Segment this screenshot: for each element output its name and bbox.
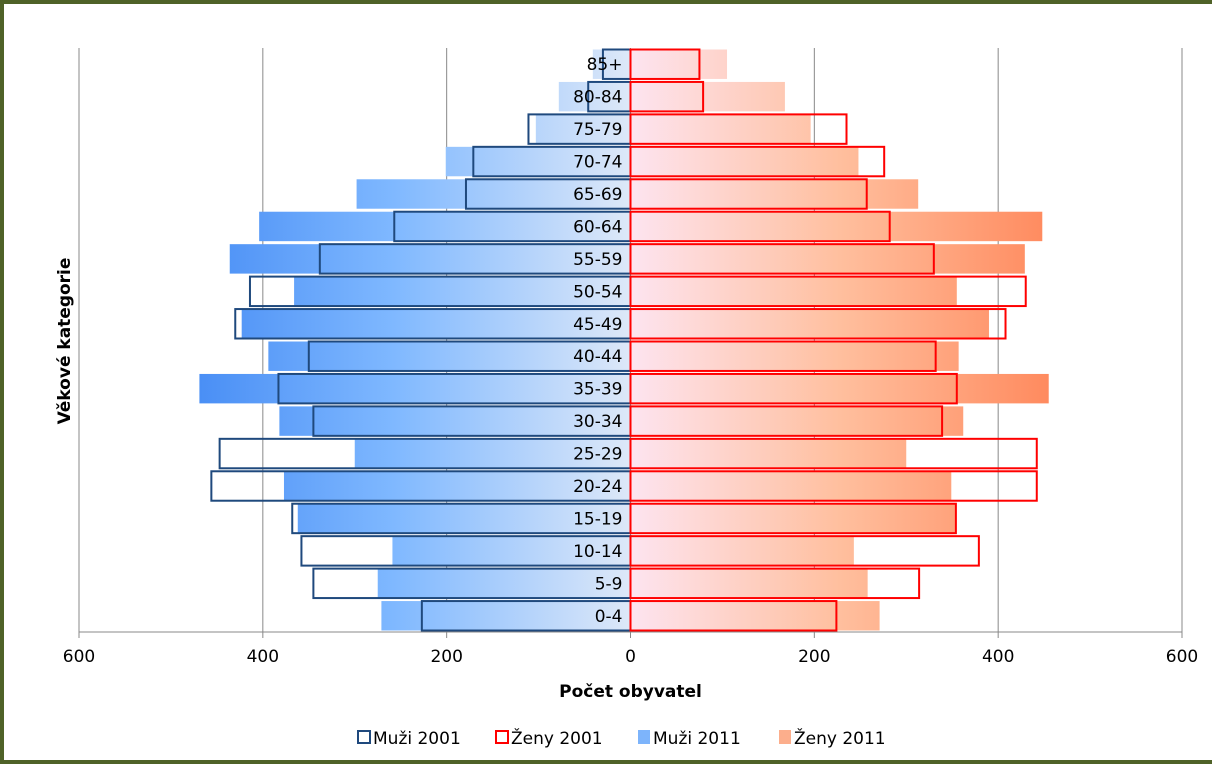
- bar-zeny-2011: [630, 601, 880, 631]
- bar-muzi-2011: [354, 438, 631, 469]
- bar-zeny-2011: [630, 341, 959, 371]
- x-axis-title: Počet obyvatel: [559, 682, 702, 702]
- category-label: 25-29: [573, 445, 622, 465]
- bar-zeny-2001: [629, 48, 701, 80]
- legend-label: Ženy 2011: [794, 727, 886, 749]
- bar-zeny-2001: [629, 178, 868, 210]
- bar-zeny-2001: [629, 113, 848, 145]
- bar-muzi-2011: [279, 406, 631, 436]
- legend-label: Muži 2001: [373, 729, 461, 749]
- legend-swatch: [495, 730, 509, 744]
- bar-zeny-2001: [629, 80, 705, 113]
- bar-muzi-2011: [199, 373, 631, 404]
- legend: Muži 2001 Ženy 2001 Muži 2011 Ženy 2011: [357, 727, 886, 749]
- category-label: 65-69: [573, 185, 622, 205]
- bar-zeny-2011: [630, 114, 811, 144]
- category-label: 10-14: [573, 542, 622, 562]
- bar-zeny-2001: [629, 308, 1007, 340]
- bar-muzi-2011: [558, 81, 631, 112]
- category-label: 70-74: [573, 153, 622, 173]
- legend-swatch: [779, 730, 791, 744]
- bar-muzi-2011: [377, 568, 631, 599]
- bar-zeny-2011: [630, 244, 1025, 274]
- x-tick-label: 0: [625, 647, 636, 667]
- bar-zeny-2011: [630, 373, 1049, 404]
- category-label: 85+: [587, 55, 623, 75]
- category-label: 50-54: [573, 282, 622, 302]
- bar-zeny-2011: [630, 536, 854, 566]
- category-label: 45-49: [573, 315, 622, 335]
- bar-zeny-2001: [629, 243, 935, 275]
- x-tick-label: 400: [247, 647, 279, 667]
- bar-zeny-2011: [630, 211, 1043, 242]
- category-label: 60-64: [573, 217, 622, 237]
- bar-muzi-2011: [229, 244, 631, 274]
- bar-zeny-2011: [630, 406, 964, 436]
- legend-swatch: [357, 730, 371, 744]
- bar-zeny-2001: [629, 470, 1038, 502]
- gridlines: [78, 48, 1183, 632]
- bar-muzi-2011: [356, 179, 631, 209]
- legend-label: Muži 2011: [653, 729, 741, 749]
- bar-muzi-2011: [445, 146, 631, 177]
- bar-zeny-2001: [629, 210, 891, 243]
- category-labels: 0-4 5-9 10-14 15-19 20-24 25-29 30-34 35-39 40-4…: [573, 55, 622, 627]
- bar-muzi-2011: [294, 276, 631, 307]
- bar-zeny-2001: [629, 145, 886, 178]
- bar-zeny-2001: [629, 340, 937, 372]
- bar-zeny-2001: [629, 437, 1038, 470]
- bar-muzi-2011: [392, 536, 631, 566]
- category-label: 15-19: [573, 509, 622, 529]
- category-label: 20-24: [573, 477, 622, 497]
- bar-muzi-2011: [268, 341, 631, 371]
- bar-zeny-2011: [630, 438, 907, 469]
- bar-muzi-2011: [283, 471, 631, 501]
- bar-muzi-2011: [297, 503, 631, 534]
- bars-2001: [210, 48, 1038, 632]
- bar-zeny-2001: [629, 502, 957, 535]
- y-axis-title: Věkové kategorie: [55, 258, 75, 425]
- bar-muzi-2011: [592, 49, 631, 79]
- x-tick-label: 600: [1166, 647, 1198, 667]
- category-label: 55-59: [573, 250, 622, 270]
- bar-zeny-2011: [630, 568, 868, 599]
- bar-zeny-2001: [629, 405, 944, 437]
- bar-zeny-2001: [629, 567, 921, 600]
- category-label: 35-39: [573, 380, 622, 400]
- bar-zeny-2011: [630, 179, 919, 209]
- bar-zeny-2001: [629, 600, 838, 632]
- category-label: 5-9: [595, 574, 623, 594]
- x-tick-label: 200: [430, 647, 462, 667]
- x-tick-label: 400: [982, 647, 1014, 667]
- legend-label: Ženy 2001: [511, 727, 603, 749]
- category-label: 75-79: [573, 120, 622, 140]
- x-tick-label: 200: [798, 647, 830, 667]
- category-label: 30-34: [573, 412, 622, 432]
- bar-zeny-2011: [630, 309, 989, 339]
- x-axis: 600 400 200 0 200 400 600: [63, 631, 1198, 667]
- bar-zeny-2001: [629, 372, 958, 405]
- bar-zeny-2011: [630, 81, 785, 112]
- bar-zeny-2001: [629, 275, 1027, 308]
- x-tick-label: 600: [63, 647, 95, 667]
- bars-2011: [199, 49, 1049, 631]
- bar-zeny-2011: [630, 146, 859, 177]
- bar-zeny-2001: [629, 535, 980, 567]
- category-label: 0-4: [595, 607, 623, 627]
- bar-muzi-2011: [535, 114, 631, 144]
- bar-zeny-2011: [630, 49, 728, 79]
- category-label: 40-44: [573, 347, 622, 367]
- bar-muzi-2011: [381, 601, 631, 631]
- legend-swatch: [638, 730, 650, 744]
- bar-zeny-2011: [630, 503, 955, 534]
- category-label: 80-84: [573, 88, 622, 108]
- population-pyramid-chart: 0-4 5-9 10-14 15-19 20-24 25-29 30-34 35-39 40-4…: [55, 48, 1198, 749]
- bar-zeny-2011: [630, 276, 957, 307]
- bar-muzi-2011: [259, 211, 631, 242]
- bar-muzi-2011: [241, 309, 631, 339]
- bar-zeny-2011: [630, 471, 952, 501]
